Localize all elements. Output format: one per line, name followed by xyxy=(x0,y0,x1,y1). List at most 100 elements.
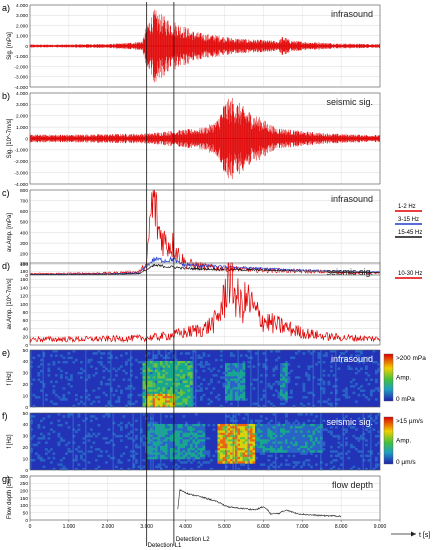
heatmap-cell xyxy=(182,376,186,379)
heatmap-cell xyxy=(182,400,186,403)
heatmap-cell xyxy=(237,445,241,449)
heatmap-cell xyxy=(197,421,201,425)
heatmap-cell xyxy=(175,463,178,466)
heatmap-cell xyxy=(360,367,363,371)
heatmap-cell xyxy=(62,356,66,360)
heatmap-cell xyxy=(182,365,186,368)
heatmap-cell xyxy=(275,423,278,427)
heatmap-cell xyxy=(170,428,173,431)
heatmap-cell xyxy=(317,441,321,444)
heatmap-cell xyxy=(322,419,326,423)
heatmap-cell xyxy=(350,354,353,357)
heatmap-cell xyxy=(157,367,161,371)
heatmap-cell xyxy=(62,439,66,442)
heatmap-cell xyxy=(37,454,41,458)
heatmap-cell xyxy=(165,426,168,429)
heatmap-cell xyxy=(190,456,193,460)
heatmap-cell xyxy=(282,402,286,406)
heatmap-cell xyxy=(295,432,298,436)
heatmap-cell xyxy=(55,350,58,353)
y-tick-label: 20 xyxy=(23,382,29,388)
heatmap-cell xyxy=(315,415,318,418)
heatmap-cell xyxy=(352,434,356,438)
heatmap-cell xyxy=(240,387,243,390)
heatmap-cell xyxy=(102,369,106,373)
heatmap-cell xyxy=(87,358,91,362)
heatmap-cell xyxy=(240,398,243,401)
heatmap-cell xyxy=(142,443,146,447)
heatmap-cell xyxy=(82,467,86,471)
heatmap-cell xyxy=(192,443,196,447)
heatmap-cell xyxy=(152,389,156,392)
heatmap-cell xyxy=(175,389,178,392)
heatmap-cell xyxy=(235,389,238,392)
heatmap-cell xyxy=(280,443,283,447)
series-line-0 xyxy=(177,488,342,518)
heatmap-cell xyxy=(312,445,316,449)
heatmap-streak xyxy=(130,350,132,407)
x-tick-label: 1.000 xyxy=(63,524,76,530)
heatmap-cell xyxy=(335,402,338,406)
heatmap-cell xyxy=(262,452,266,455)
heatmap-cell xyxy=(342,352,346,355)
heatmap-cell xyxy=(307,376,311,379)
heatmap-cell xyxy=(275,426,278,429)
heatmap-cell xyxy=(85,389,88,392)
y-tick-label: 20 xyxy=(23,335,29,341)
heatmap-cell xyxy=(350,445,353,449)
heatmap-cell xyxy=(300,413,303,416)
heatmap-cell xyxy=(365,365,368,368)
heatmap-cell xyxy=(270,441,273,444)
heatmap-streak xyxy=(247,413,249,470)
heatmap-cell xyxy=(295,439,298,442)
y-tick-label: 700 xyxy=(20,198,28,204)
heatmap-cell xyxy=(242,378,246,381)
heatmap-cell xyxy=(155,423,158,427)
heatmap-cell xyxy=(255,437,258,440)
heatmap-cell xyxy=(362,358,366,362)
heatmap-cell xyxy=(175,374,178,377)
heatmap-cell xyxy=(315,434,318,438)
heatmap-cell xyxy=(160,382,163,386)
y-tick-label: 60 xyxy=(23,318,29,324)
heatmap-cell xyxy=(362,393,366,397)
heatmap-cell xyxy=(352,378,356,381)
heatmap-cell xyxy=(142,380,146,384)
heatmap-cell xyxy=(200,437,203,440)
y-tick-label: 180 xyxy=(20,269,28,275)
heatmap-cell xyxy=(202,354,206,357)
heatmap-cell xyxy=(150,456,153,460)
heatmap-cell xyxy=(237,441,241,444)
heatmap-cell xyxy=(167,454,171,458)
heatmap-cell xyxy=(170,430,173,434)
heatmap-cell xyxy=(182,445,186,449)
heatmap-cell xyxy=(170,389,173,392)
heatmap-cell xyxy=(250,421,253,425)
heatmap-cell xyxy=(232,452,236,455)
heatmap-cell xyxy=(155,360,158,364)
heatmap-cell xyxy=(245,423,248,427)
heatmap-streak xyxy=(30,350,32,407)
heatmap-cell xyxy=(375,434,378,438)
heatmap-cell xyxy=(175,367,178,371)
heatmap-cell xyxy=(220,443,223,447)
heatmap-cell xyxy=(220,450,223,453)
heatmap-cell xyxy=(272,432,276,436)
heatmap-cell xyxy=(187,441,191,444)
heatmap-cell xyxy=(62,393,66,397)
heatmap-cell xyxy=(180,461,183,464)
y-tick-label: 120 xyxy=(20,294,28,300)
heatmap-cell xyxy=(367,398,371,401)
heatmap-cell xyxy=(217,443,221,447)
heatmap-cell xyxy=(270,428,273,431)
heatmap-cell xyxy=(190,389,193,392)
heatmap-cell xyxy=(315,428,318,431)
heatmap-cell xyxy=(125,404,128,408)
heatmap-cell xyxy=(182,367,186,371)
heatmap-streak xyxy=(275,413,277,470)
heatmap-cell xyxy=(127,467,131,471)
heatmap-cell xyxy=(160,443,163,447)
heatmap-cell xyxy=(185,441,188,444)
heatmap-cell xyxy=(167,448,171,451)
